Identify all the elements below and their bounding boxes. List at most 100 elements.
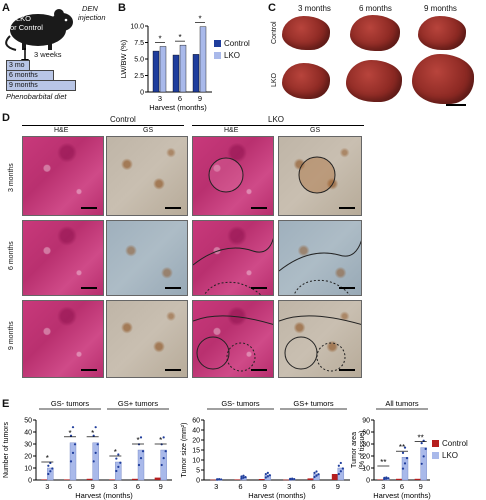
chartE1-dot <box>162 457 165 460</box>
chartE1-ytick-label: 50 <box>24 418 32 425</box>
micro-control-he-9m <box>22 300 104 378</box>
chartE1-sig-star: * <box>136 436 139 445</box>
chartE1-dot <box>96 443 99 446</box>
chartE1-dot <box>71 426 75 429</box>
liver-lko-9m <box>412 54 474 104</box>
chartE3-sig-star: ** <box>418 434 424 443</box>
chartE3-dot <box>403 446 407 449</box>
chartE1-dot <box>49 470 52 473</box>
timeline-6mo-label: 6 months <box>9 72 38 79</box>
chartE1-dot <box>139 436 143 439</box>
chartE2-dot <box>244 476 247 479</box>
legend-control-label: Control <box>224 39 250 48</box>
chartE3-ylabel: Tumor area <box>351 432 358 468</box>
chartE2-ylabel: Tumor size (mm²) <box>181 423 188 478</box>
legend-lko-swatch <box>214 52 221 59</box>
chartE1-dot <box>94 451 97 454</box>
liver-control-6m <box>350 15 400 51</box>
chartE1-xtick-label: 3 <box>113 482 117 491</box>
weeks-label: 3 weeks <box>34 50 62 59</box>
chartE1-ytick-label: 30 <box>24 442 32 449</box>
chartE2-bar-control-4 <box>307 478 314 480</box>
c-col-9m: 9 months <box>424 4 457 13</box>
b-ytick-label: 10.0 <box>130 24 144 31</box>
chartE2-dot <box>266 475 269 478</box>
b-xtick-label: 6 <box>178 94 182 103</box>
liver-lko-6m <box>346 60 402 102</box>
chartE1-dot <box>47 464 50 467</box>
micro-control-he-6m <box>22 220 104 296</box>
chartE2-dot <box>317 473 320 476</box>
chartE1-sig-star: * <box>159 436 162 445</box>
mouse-silhouette <box>5 9 73 51</box>
chartE1-group-label: GS+ tumors <box>118 399 158 408</box>
chartE2-dot <box>313 471 316 474</box>
chartE1-bar-control-5 <box>154 477 161 480</box>
diet-label: Phenobarbital diet <box>6 92 67 101</box>
chartE2-dot <box>220 478 223 481</box>
chartE2-ytick-label: 40 <box>192 428 200 435</box>
c-row-control: Control <box>271 21 278 44</box>
chartE1-dot <box>51 467 54 470</box>
chartE1-dot <box>92 434 95 437</box>
chartE2-dot <box>337 464 340 467</box>
chartE1-bar-control-2 <box>86 478 93 480</box>
legend-control-swatch <box>214 40 221 47</box>
chartE1-dot <box>71 451 75 454</box>
chartE2-dot <box>216 478 219 481</box>
chartE1-dot <box>49 461 52 465</box>
chartE2-dot <box>341 467 344 470</box>
chartE3-ytick-label: 30 <box>362 442 370 449</box>
chartE2-ytick-label: 15 <box>192 448 200 455</box>
chartE1-dot <box>141 450 145 453</box>
d-control-rule <box>22 125 184 126</box>
legend-lko-label: LKO <box>224 51 241 60</box>
b-bar-control-9 <box>192 54 200 93</box>
chartE1-xtick-label: 9 <box>91 482 95 491</box>
chartE1-dot <box>139 457 143 460</box>
e3-group-label: All tumors <box>385 399 419 408</box>
b-xlabel: Harvest (months) <box>149 103 207 112</box>
chart-b: 0 2.5 5.0 7.5 10.0 3 * 6 * 9 * Harvest (months) LW/B… <box>119 15 212 112</box>
chartE2-ytick-label: 10 <box>192 458 200 465</box>
chartE3-bar-control-1 <box>396 478 402 480</box>
chartE3-sig-star: ** <box>399 443 405 452</box>
chartE2-dot <box>315 474 318 477</box>
micro-control-gs-3m <box>106 136 188 216</box>
chartE3-xlabel: Harvest (months) <box>373 491 431 500</box>
chartE1-xtick-label: 9 <box>159 482 163 491</box>
chartE3-ytick-label: 20 <box>362 454 370 461</box>
chartE3-bar-control-2 <box>414 478 421 480</box>
b-xtick-label: 9 <box>198 94 202 103</box>
chartE2-bar-control-5 <box>331 474 338 480</box>
chartE3-dot <box>422 439 425 442</box>
liver-control-9m <box>418 16 466 50</box>
chartE1-bar-control-3 <box>109 479 116 480</box>
chartE1-sig-star: * <box>114 448 117 457</box>
chartE1-dot <box>47 472 50 476</box>
chartE2-bar-control-3 <box>283 479 290 481</box>
chartE2-ytick-label: 20 <box>192 438 200 445</box>
b-xtick-label: 3 <box>158 94 162 103</box>
b-ylabel: LW/BW (%) <box>119 39 128 78</box>
timeline-9mo: 9 months <box>6 80 76 91</box>
chartE1-dot <box>117 453 120 456</box>
chartE2-dot <box>264 472 267 476</box>
chartE1-xtick-label: 3 <box>45 482 49 491</box>
panel-a-letter: A <box>2 2 10 14</box>
chartE1-xlabel: Harvest (months) <box>75 491 133 500</box>
panel-e-letter: E <box>2 398 10 410</box>
chartE2-xtick-label: 3 <box>287 482 291 491</box>
chartE3-dot <box>405 457 409 460</box>
scale-bar <box>446 104 466 106</box>
chartE2-dot <box>218 478 221 481</box>
chartE2-dot <box>337 472 340 476</box>
chartE1-bar-control-4 <box>132 478 138 480</box>
b-bar-control-6 <box>172 54 180 93</box>
b-bar-lko-3 <box>159 46 167 93</box>
b-ytick-label: 0 <box>140 90 144 97</box>
chartE2-dot <box>266 471 269 474</box>
chartE3-ytick-label: 90 <box>362 418 370 425</box>
chartE2-dot <box>339 470 342 473</box>
chartE2-dot <box>240 477 243 480</box>
